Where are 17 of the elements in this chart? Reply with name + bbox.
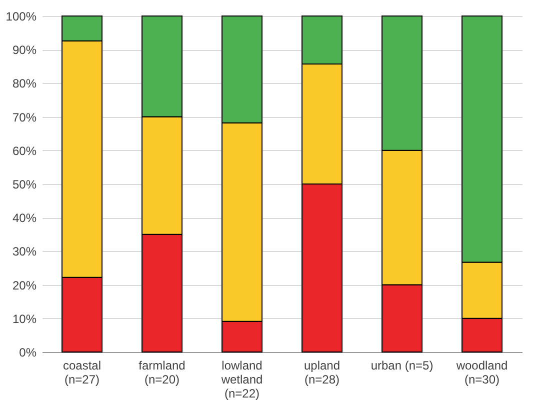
y-tick-label: 30% [12, 244, 37, 259]
y-tick-label: 90% [12, 43, 37, 58]
y-tick-label: 60% [12, 144, 37, 158]
y-tick-label: 40% [12, 211, 37, 226]
x-tick-label: upland (n=28) [304, 358, 340, 386]
y-tick-label: 80% [12, 76, 37, 91]
x-tick-label: urban (n=5) [370, 358, 434, 372]
y-tick-label: 70% [12, 110, 37, 124]
y-tick-label: 50% [12, 178, 37, 192]
x-tick-label: woodland (n=30) [455, 358, 508, 386]
y-tick-label: 10% [12, 312, 37, 326]
y-tick-label: 20% [12, 278, 37, 292]
y-tick-label: 0% [19, 346, 37, 360]
x-tick-label: lowland wetland (n=22) [220, 358, 263, 400]
x-tick-label: farmland (n=20) [138, 358, 186, 386]
y-tick-label: 100% [6, 10, 37, 24]
x-tick-label: coastal (n=27) [62, 358, 102, 386]
